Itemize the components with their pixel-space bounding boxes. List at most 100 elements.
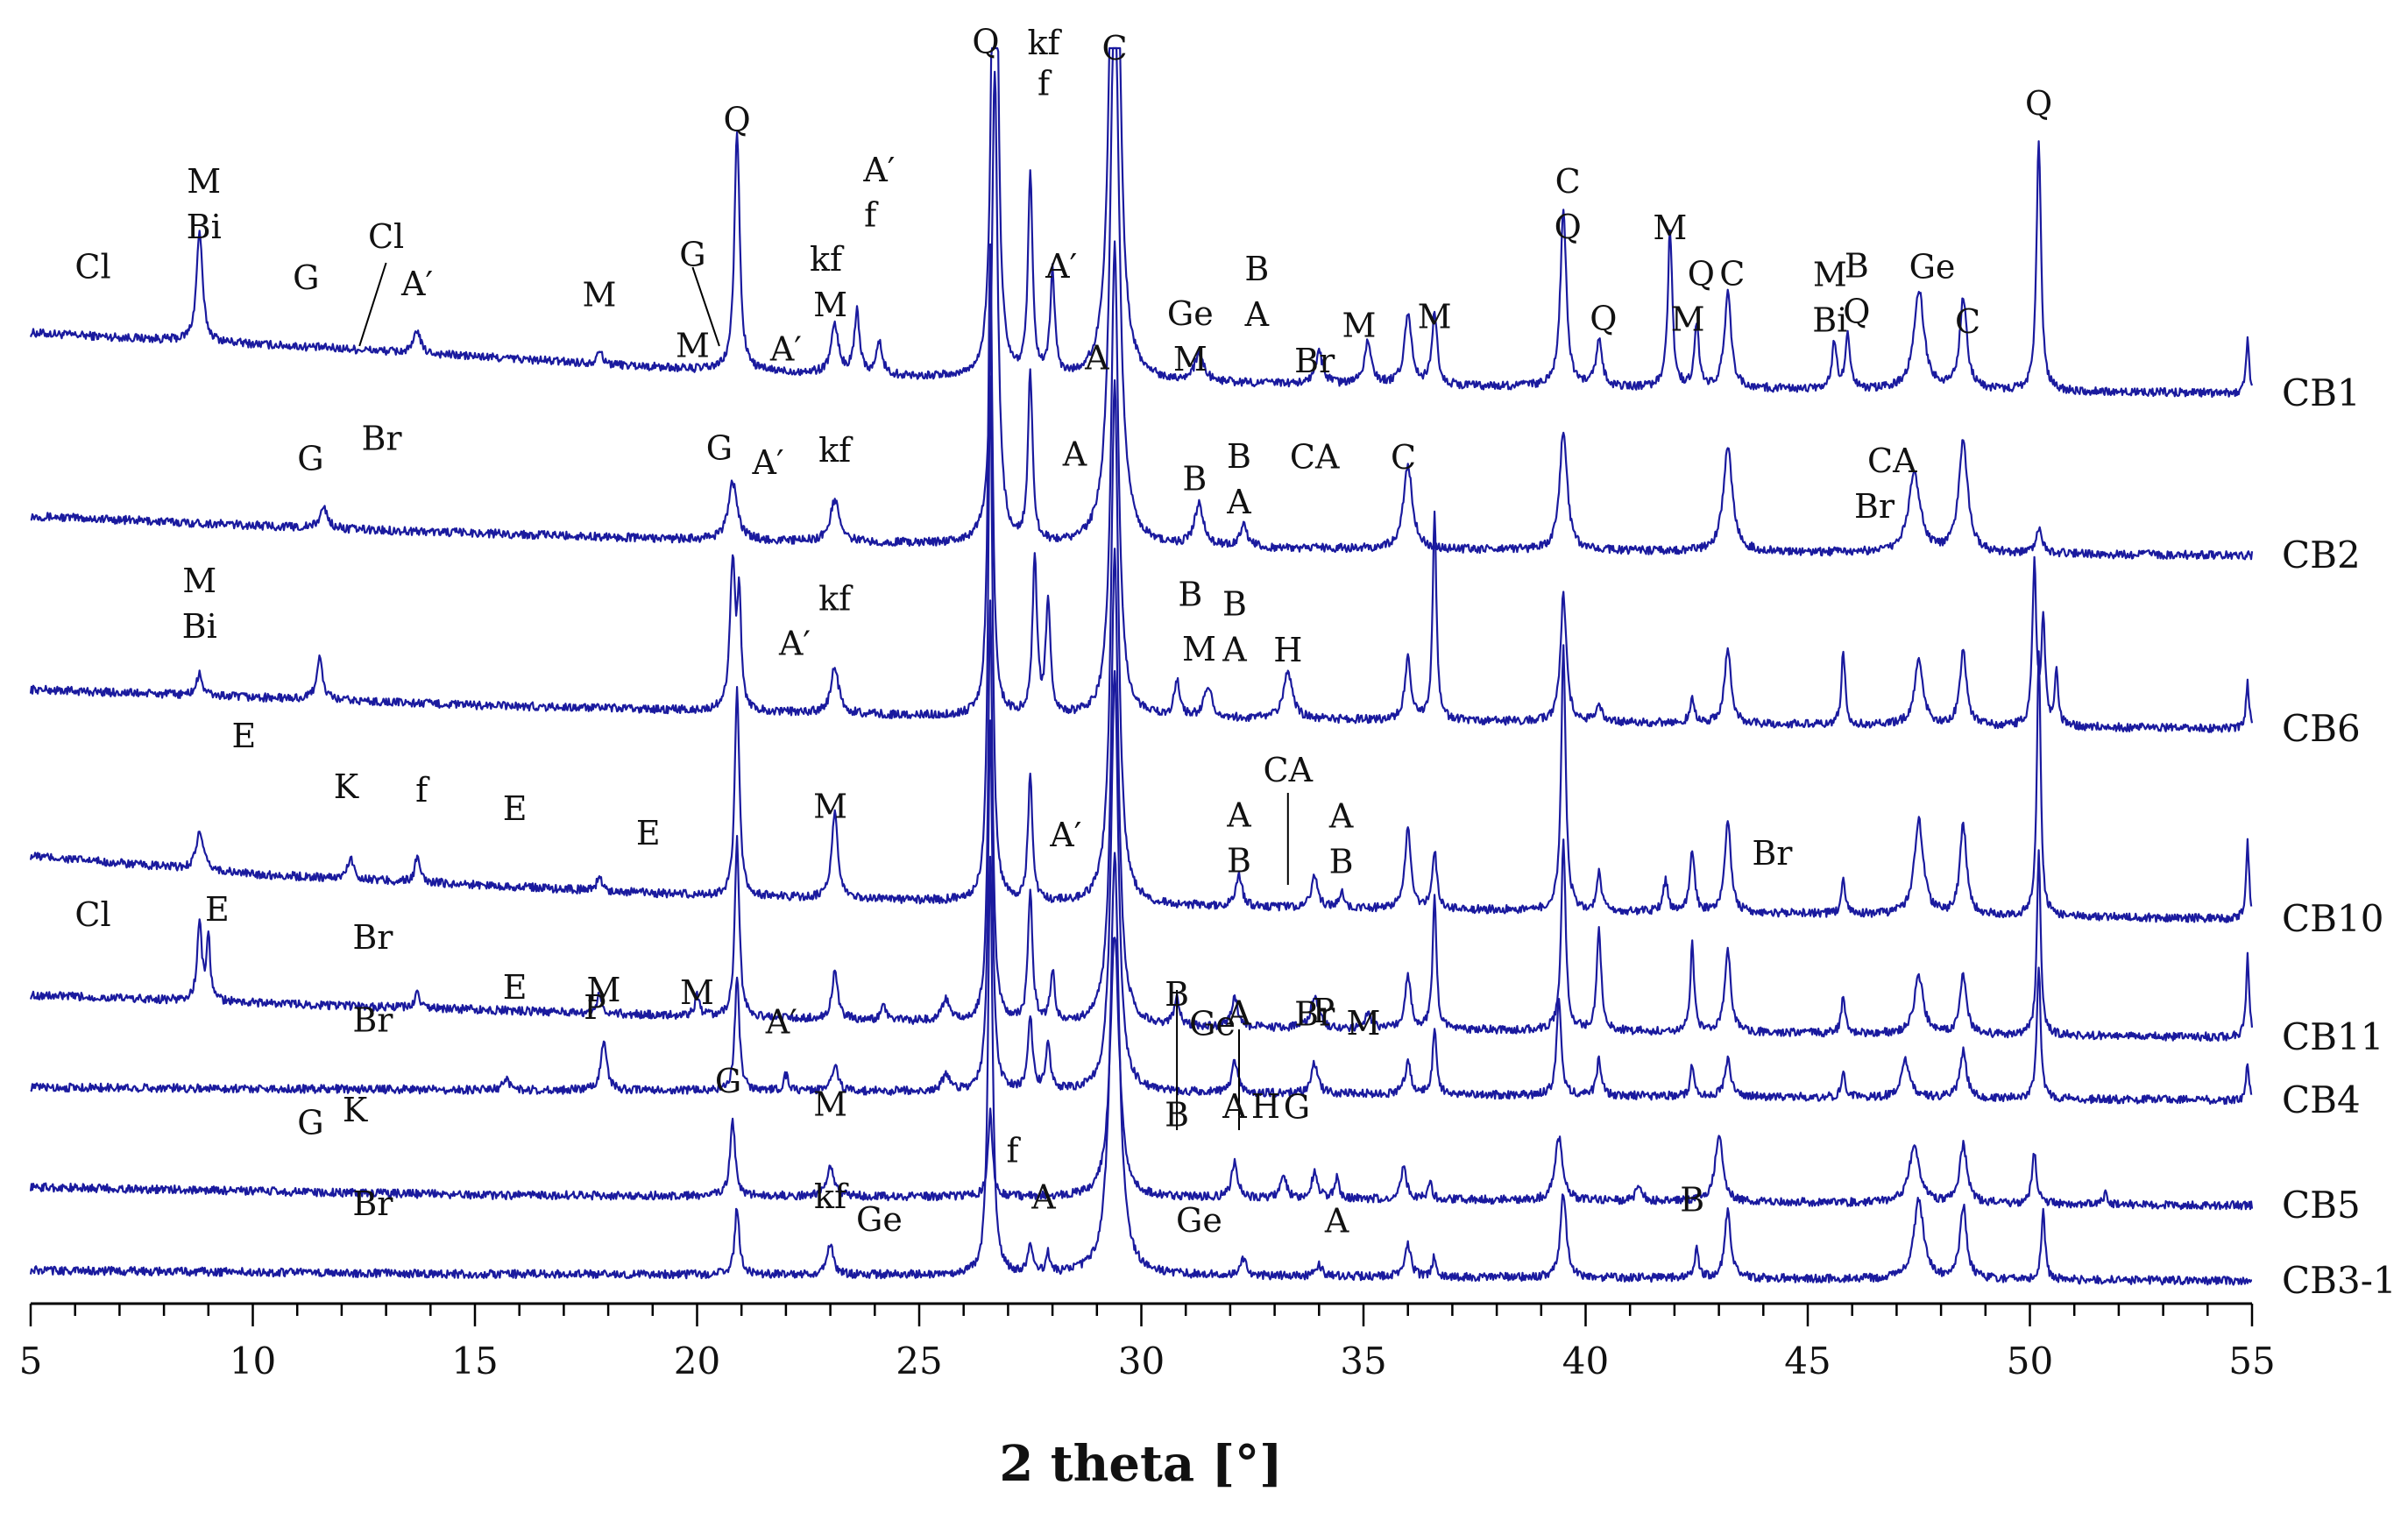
phase-label: M: [1671, 300, 1705, 338]
phase-label: E: [232, 717, 257, 755]
phase-label: B: [1680, 1181, 1704, 1220]
phase-label: A′: [1045, 247, 1077, 286]
phase-label: E: [636, 814, 661, 852]
trace-cb1: [29, 46, 2254, 399]
phase-label: C: [1955, 302, 1980, 341]
sample-label-cb6: CB6: [2282, 707, 2361, 750]
phase-label: Br: [352, 1000, 393, 1039]
phase-label: Q: [972, 22, 999, 60]
phase-label: f: [864, 196, 879, 235]
phase-label: kf: [818, 580, 853, 619]
phase-label: Br: [1752, 834, 1793, 873]
phase-label: Ge: [856, 1200, 903, 1239]
phase-label: Br: [361, 419, 402, 457]
x-tick-label: 50: [2007, 1340, 2053, 1382]
x-tick-label: 10: [230, 1340, 276, 1382]
phase-label: A: [1084, 339, 1109, 378]
phase-label: B: [1227, 437, 1251, 476]
sample-label-cb2: CB2: [2282, 534, 2361, 576]
trace-cb3-1: [29, 852, 2253, 1286]
phase-label: M: [1182, 630, 1216, 668]
sample-label-cb10: CB10: [2282, 897, 2383, 940]
phase-label: A′: [765, 1002, 797, 1041]
phase-label: A′: [769, 329, 802, 368]
sample-label-cb3-1: CB3-1: [2282, 1259, 2397, 1302]
phase-label: B: [1329, 843, 1354, 881]
x-axis-title: 2 theta [°]: [999, 1435, 1282, 1493]
phase-label: B: [1845, 247, 1869, 286]
sample-label-cb5: CB5: [2282, 1184, 2361, 1227]
phase-label: A: [1328, 797, 1354, 836]
phase-label: G: [1284, 1087, 1310, 1126]
x-tick-label: 55: [2228, 1340, 2275, 1382]
phase-label: C: [1719, 255, 1745, 293]
annotation-pointers: [358, 262, 1289, 1130]
phase-label: M: [813, 286, 847, 324]
phase-label: M: [1342, 306, 1376, 344]
phase-label: Bi: [182, 607, 217, 646]
phase-label: Br: [352, 918, 393, 957]
phase-label: E: [205, 890, 230, 929]
trace-cb5: [29, 937, 2254, 1211]
x-tick-label: 20: [674, 1340, 720, 1382]
phase-label: E: [503, 789, 528, 828]
phase-label: B: [1222, 585, 1247, 624]
phase-label: B: [1178, 576, 1202, 614]
x-tick-label: 45: [1784, 1340, 1831, 1382]
phase-label: B: [1165, 975, 1189, 1014]
phase-label: A: [1324, 1202, 1349, 1241]
sample-label-cb11: CB11: [2282, 1015, 2383, 1058]
phase-label: A: [1062, 435, 1087, 474]
phase-label: G: [715, 1062, 741, 1100]
phase-label: G: [293, 258, 319, 297]
phase-label: B: [1244, 250, 1269, 288]
phase-label: M: [813, 1085, 847, 1124]
phase-label: Q: [1843, 293, 1870, 331]
phase-label: M: [1347, 1004, 1381, 1043]
phase-label: Ge: [1189, 1005, 1236, 1043]
phase-label: Q: [1688, 254, 1715, 293]
phase-label: Br: [1294, 342, 1335, 380]
phase-label: M: [1813, 256, 1847, 294]
phase-label: A: [1244, 295, 1270, 334]
phase-label: Cl: [74, 248, 110, 286]
phase-label: Cl: [368, 217, 404, 256]
phase-label: M: [182, 562, 216, 600]
phase-label: kf: [814, 1177, 849, 1216]
x-tick-label: 30: [1118, 1340, 1165, 1382]
phase-label: Q: [2025, 84, 2052, 123]
phase-label: G: [706, 429, 733, 468]
phase-label: CA: [1290, 437, 1340, 476]
phase-label: Ge: [1176, 1201, 1222, 1240]
x-tick-label: 35: [1340, 1340, 1386, 1382]
phase-label: CA: [1867, 442, 1917, 480]
phase-label: A: [1226, 994, 1251, 1033]
phase-label: M: [1418, 298, 1452, 336]
phase-label: A: [1030, 1177, 1056, 1216]
phase-label: C: [1102, 29, 1128, 67]
phase-label: G: [297, 440, 323, 478]
phase-label: M: [1173, 340, 1208, 378]
phase-label: M: [813, 788, 847, 826]
phase-label: C: [1391, 438, 1416, 477]
phase-label: f: [1006, 1131, 1021, 1170]
phase-label: K: [334, 767, 359, 806]
phase-label: Ge: [1167, 294, 1214, 333]
phase-label: A′: [778, 625, 811, 663]
phase-label: M: [680, 973, 714, 1012]
phase-label: A: [1226, 795, 1251, 834]
phase-label: A: [1222, 1087, 1247, 1126]
x-axis-ticks: [29, 1304, 2254, 1326]
phase-label: CA: [1264, 751, 1314, 789]
phase-label: kf: [818, 431, 853, 470]
phase-label: K: [343, 1091, 368, 1129]
phase-label: Q: [1590, 299, 1617, 337]
phase-label: A′: [400, 265, 433, 303]
phase-label: B: [1165, 1096, 1189, 1135]
phase-label: M: [676, 327, 710, 365]
phase-label: P: [1313, 992, 1335, 1030]
phase-label: A: [1222, 631, 1247, 669]
phase-label: A: [1226, 483, 1251, 521]
